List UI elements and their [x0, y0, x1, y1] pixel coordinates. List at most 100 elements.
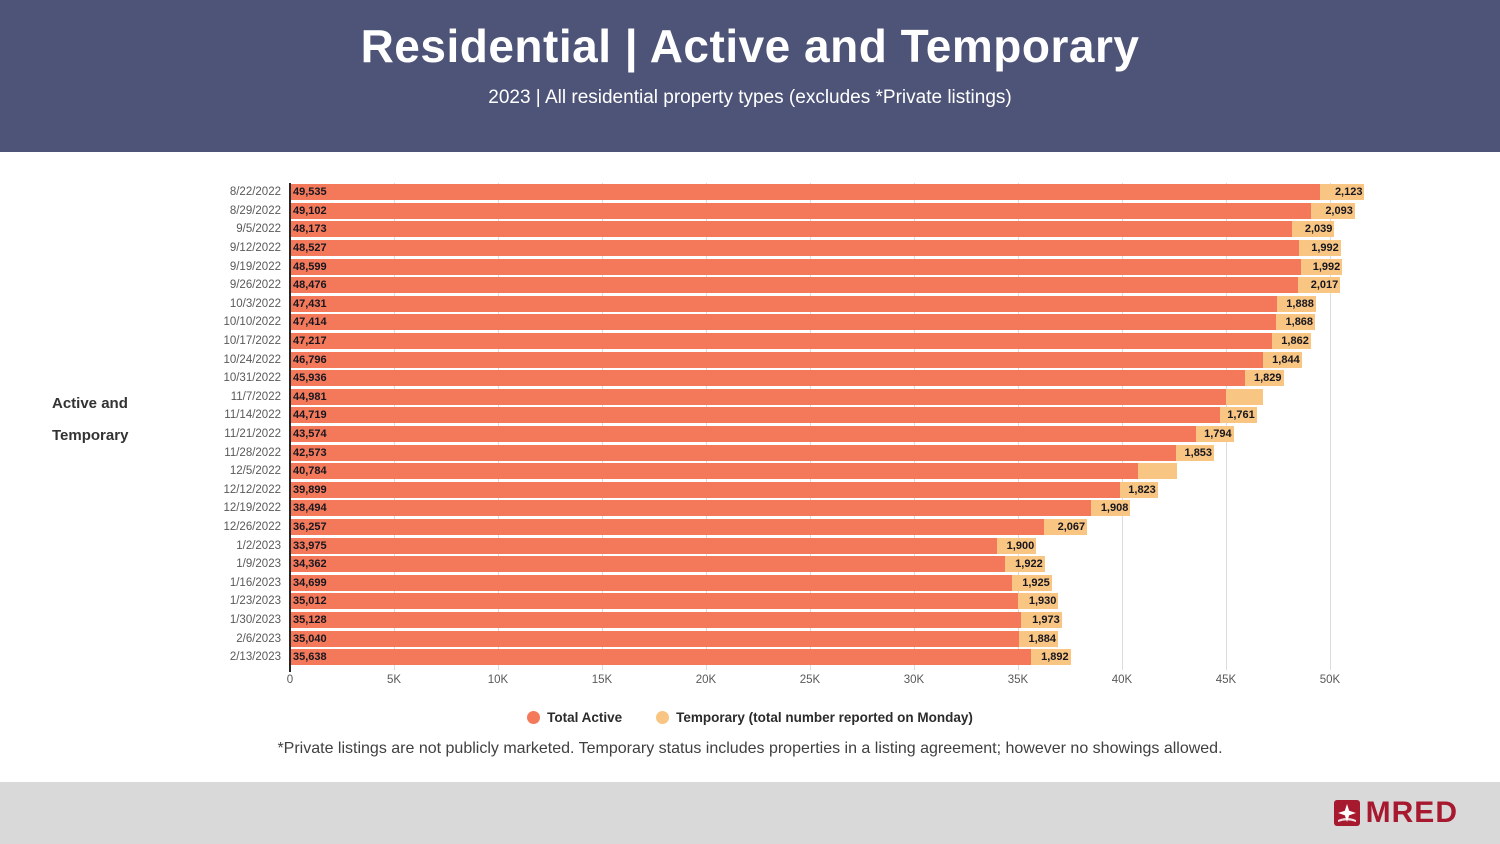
bar-stack: 47,217 1,862 [290, 333, 1311, 350]
bar-row: 1/23/2023 35,012 1,930 [0, 592, 1500, 611]
temp-bar-segment: 1,900 [996, 537, 1037, 554]
temp-value-label: 1,925 [1022, 576, 1050, 589]
temp-bar-segment: 1,888 [1276, 295, 1316, 312]
temp-bar-segment [1138, 463, 1177, 480]
active-value-label: 34,699 [293, 576, 327, 589]
legend-label: Temporary (total number reported on Mond… [676, 710, 973, 726]
active-value-label: 35,638 [293, 651, 327, 664]
active-bar-segment: 35,040 [290, 630, 1019, 647]
active-value-label: 44,719 [293, 409, 327, 422]
temp-bar-segment: 1,868 [1276, 314, 1316, 331]
x-tick-label: 25K [799, 674, 821, 687]
bar-row: 8/22/2022 49,535 2,123 [0, 183, 1500, 202]
active-bar-segment: 44,981 [290, 388, 1226, 405]
bar-row: 9/12/2022 48,527 1,992 [0, 239, 1500, 258]
chart-section: Active and Temporary 8/22/2022 49,535 2,12… [0, 152, 1500, 758]
x-axis: 0 5K 10K 15K 20K 25K 30K 35K 40K 45K 50K [0, 672, 1500, 694]
active-bar-segment: 44,719 [290, 407, 1221, 424]
bar-stack: 49,102 2,093 [290, 202, 1355, 219]
bar-stack: 35,638 1,892 [290, 649, 1071, 666]
category-label: 9/26/2022 [229, 279, 281, 292]
category-label: 11/21/2022 [224, 428, 281, 441]
bar-stack: 49,535 2,123 [290, 184, 1365, 201]
active-value-label: 38,494 [293, 502, 327, 515]
active-value-label: 36,257 [293, 520, 327, 533]
bar-row: 11/7/2022 44,981 [0, 388, 1500, 407]
bar-row: 12/19/2022 38,494 1,908 [0, 499, 1500, 518]
bar-stack: 48,599 1,992 [290, 258, 1343, 275]
category-label: 2/6/2023 [236, 632, 281, 645]
bar-stack: 48,476 2,017 [290, 277, 1341, 294]
temp-value-label: 2,017 [1310, 279, 1339, 292]
active-bar-segment: 35,012 [290, 593, 1019, 610]
active-bar-segment: 34,362 [290, 556, 1005, 573]
temp-value-label: 1,892 [1041, 651, 1069, 664]
temp-bar-segment: 2,067 [1044, 518, 1088, 535]
temp-value-label: 1,844 [1272, 353, 1300, 366]
active-bar-segment: 48,527 [290, 240, 1300, 257]
bar-row: 10/10/2022 47,414 1,868 [0, 313, 1500, 332]
active-value-label: 45,936 [293, 372, 327, 385]
bar-stack: 44,719 1,761 [290, 407, 1257, 424]
temp-value-label: 1,868 [1285, 316, 1314, 329]
category-label: 12/5/2022 [229, 465, 281, 478]
temp-value-label: 2,039 [1304, 223, 1333, 236]
active-bar-segment: 35,128 [290, 611, 1021, 628]
y-axis-title-line1: Active and [52, 395, 128, 412]
bar-stack: 47,431 1,888 [290, 295, 1316, 312]
temp-bar-segment: 2,093 [1311, 202, 1355, 219]
chart-legend: Total Active Temporary (total number repo… [0, 710, 1500, 725]
bar-stack: 47,414 1,868 [290, 314, 1316, 331]
active-value-label: 34,362 [293, 558, 327, 571]
bar-stack: 35,012 1,930 [290, 593, 1059, 610]
active-value-label: 46,796 [293, 353, 327, 366]
temp-bar-segment: 1,925 [1011, 574, 1052, 591]
header-banner: Residential | Active and Temporary 2023 … [0, 0, 1500, 152]
temp-bar-segment: 1,862 [1272, 333, 1311, 350]
temp-value-label: 1,973 [1032, 613, 1060, 626]
category-label: 11/7/2022 [230, 390, 281, 403]
active-bar-segment: 47,414 [290, 314, 1277, 331]
temp-value-label: 1,992 [1311, 242, 1339, 255]
category-label: 9/12/2022 [229, 242, 281, 255]
active-bar-segment: 45,936 [290, 370, 1246, 387]
temp-value-label: 2,123 [1334, 186, 1363, 199]
bar-row: 1/2/2023 33,975 1,900 [0, 536, 1500, 555]
active-bar-segment: 35,638 [290, 649, 1032, 666]
temp-value-label: 1,900 [1006, 539, 1035, 552]
mred-logo: MRED [1333, 798, 1458, 828]
legend-label: Total Active [547, 710, 623, 726]
active-bar-segment: 49,102 [290, 202, 1312, 219]
bar-row: 10/17/2022 47,217 1,862 [0, 332, 1500, 351]
temp-bar-segment: 1,844 [1263, 351, 1302, 368]
bar-stack: 48,527 1,992 [290, 240, 1341, 257]
active-value-label: 47,414 [293, 316, 327, 329]
category-label: 10/17/2022 [223, 335, 281, 348]
legend-item: Temporary (total number reported on Mond… [656, 710, 973, 725]
category-label: 8/29/2022 [229, 204, 281, 217]
active-value-label: 35,128 [293, 613, 327, 626]
temp-bar-segment: 1,892 [1031, 649, 1071, 666]
active-value-label: 48,599 [293, 260, 327, 273]
active-bar-segment: 42,573 [290, 444, 1176, 461]
bar-stack: 34,362 1,922 [290, 556, 1045, 573]
active-value-label: 49,535 [293, 186, 327, 199]
temp-value-label: 1,761 [1227, 409, 1255, 422]
temp-value-label: 1,853 [1184, 446, 1213, 459]
category-label: 12/19/2022 [223, 502, 281, 515]
bar-row: 2/13/2023 35,638 1,892 [0, 648, 1500, 667]
temp-bar-segment: 1,973 [1020, 611, 1062, 628]
x-tick-label: 20K [695, 674, 717, 687]
category-label: 1/30/2023 [229, 613, 281, 626]
legend-dot [527, 711, 541, 725]
page-title: Residential | Active and Temporary [360, 20, 1140, 72]
legend-item: Total Active [527, 710, 622, 725]
bar-row: 10/3/2022 47,431 1,888 [0, 295, 1500, 314]
category-label: 11/28/2022 [224, 446, 281, 459]
active-value-label: 48,173 [293, 223, 327, 236]
active-value-label: 48,527 [293, 242, 327, 255]
active-value-label: 47,431 [293, 297, 327, 310]
temp-value-label: 1,794 [1204, 428, 1232, 441]
temp-bar-segment: 1,922 [1004, 556, 1045, 573]
x-tick-label: 45K [1215, 674, 1237, 687]
